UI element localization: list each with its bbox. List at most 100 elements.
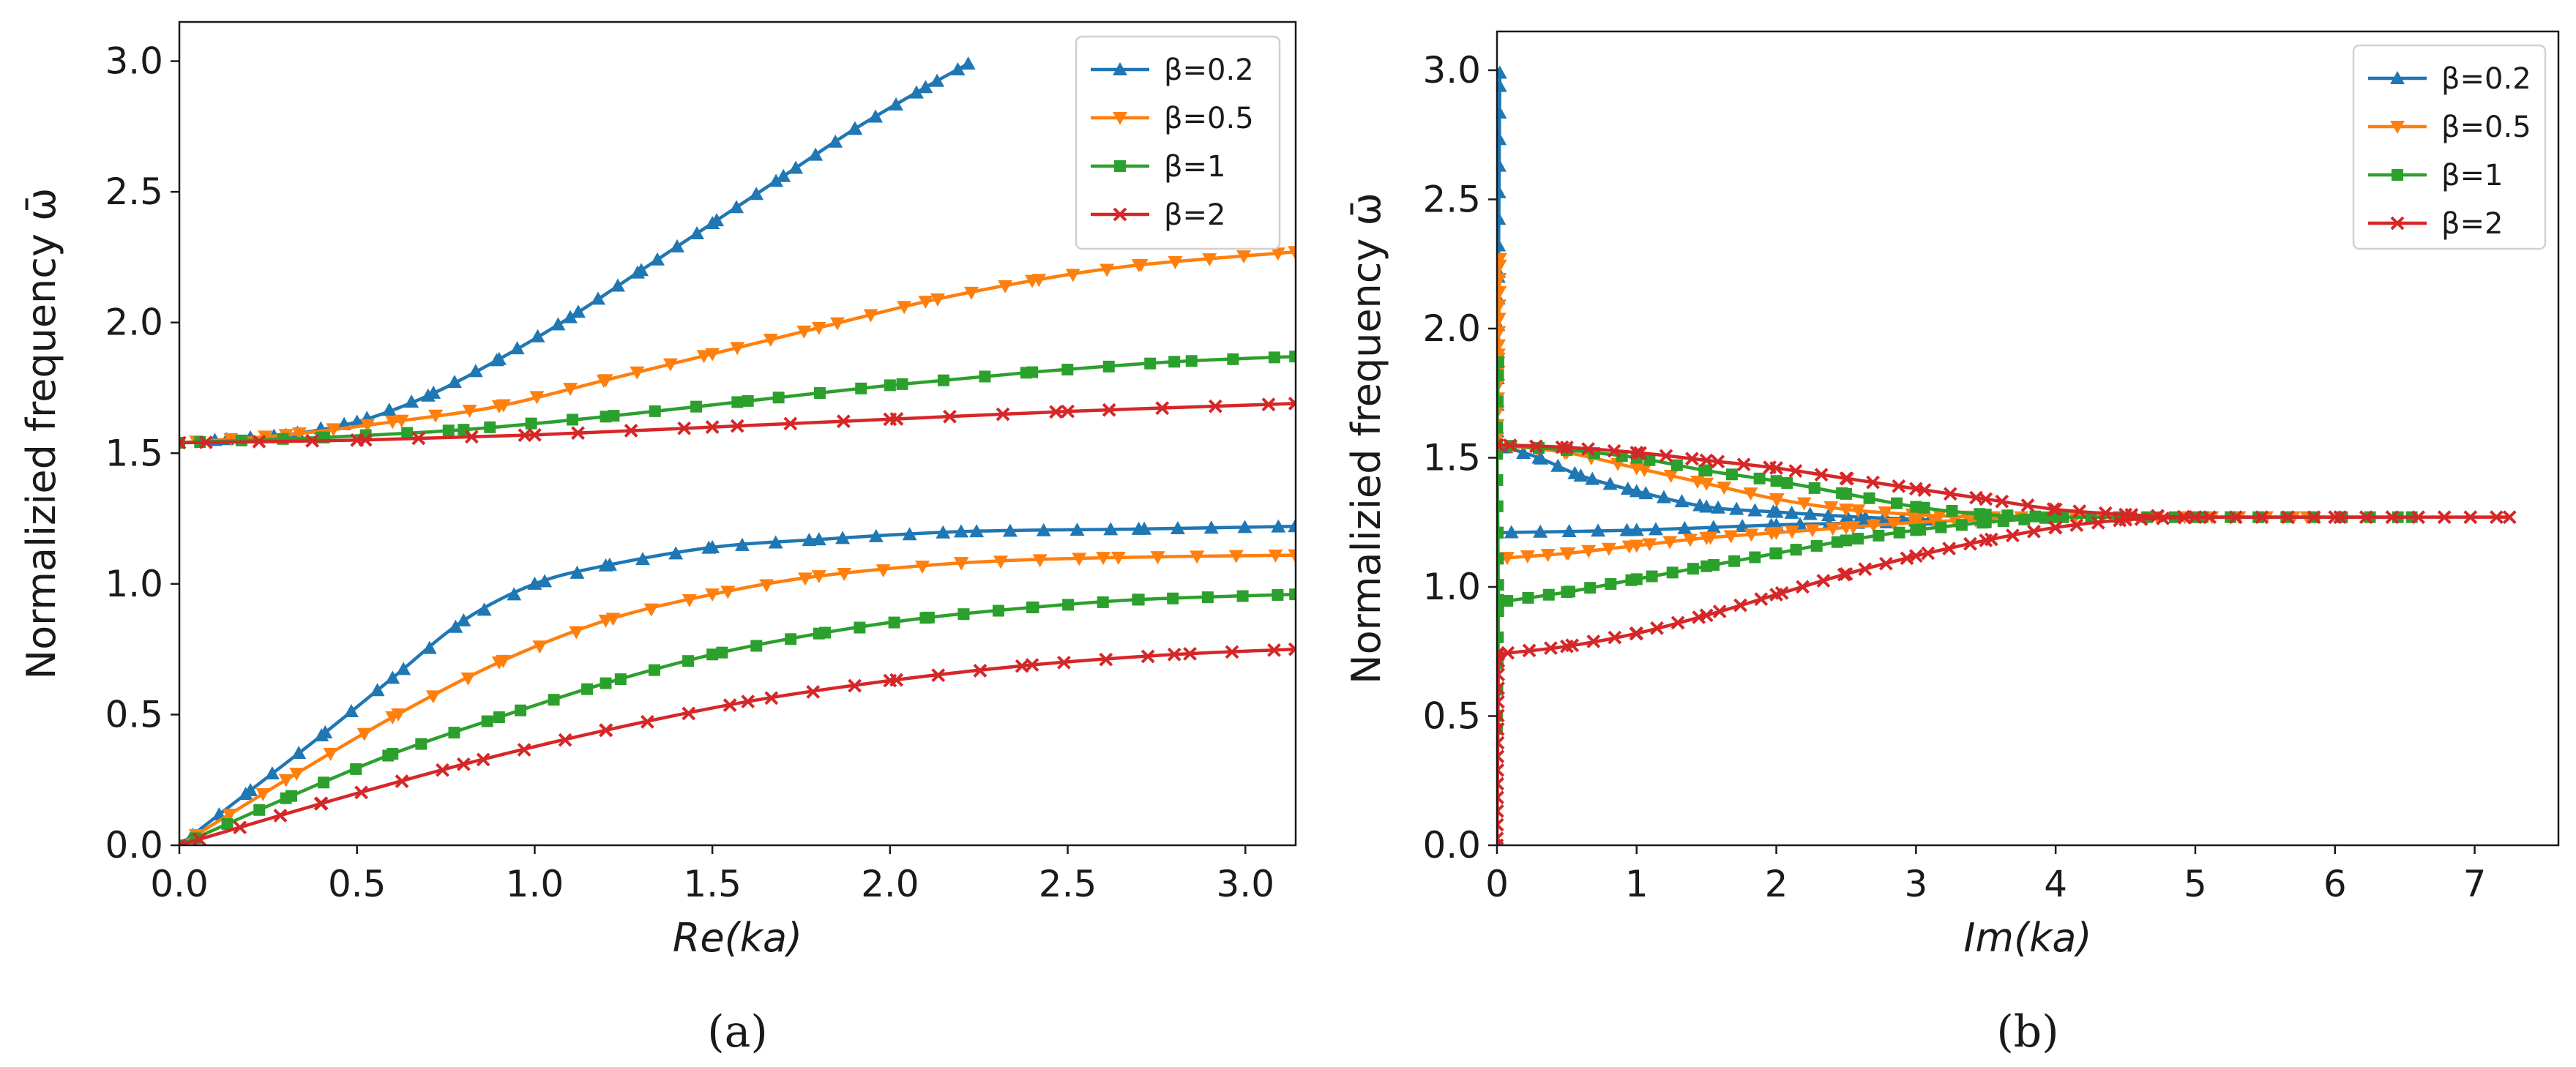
data-point-interp (730, 342, 745, 356)
data-point-interp (1677, 520, 1692, 534)
data-point-interp (1137, 521, 1152, 535)
data-point-interp (1648, 522, 1663, 536)
data-point-interp (1268, 549, 1283, 563)
data-point-interp (608, 410, 620, 422)
data-point-interp (1955, 519, 1968, 531)
data-point-interp (233, 820, 247, 835)
data-point-interp (1781, 476, 1793, 489)
data-point-interp (1927, 515, 1943, 529)
legend-entry: β=0.5 (1091, 102, 1254, 135)
data-point-interp (537, 574, 553, 588)
data-point-interp (1788, 464, 1803, 478)
data-point-interp (1550, 458, 1566, 472)
data-point-interp (323, 747, 338, 761)
data-point-interp (1810, 539, 1823, 552)
data-point-interp (1497, 526, 1504, 539)
data-point-interp (848, 121, 863, 135)
data-point-interp (489, 353, 504, 367)
data-point-interp (569, 626, 584, 640)
data-point-interp (1878, 556, 1893, 571)
data-point-interp (305, 433, 319, 448)
data-point (953, 524, 968, 538)
data-point-interp (2156, 511, 2170, 525)
data-point-interp (802, 533, 817, 547)
data-point-interp (1642, 538, 1657, 552)
y-axis-label: Normalizied frequency ω̄ (18, 188, 64, 680)
data-point-interp (1629, 626, 1643, 641)
data-point-interp (668, 546, 684, 560)
data-point-interp (590, 291, 605, 305)
data-point-interp (1497, 78, 1507, 92)
data-point-interp (1581, 442, 1595, 456)
data-point-interp (1659, 449, 1673, 463)
data-point-interp (1790, 544, 1802, 556)
data-point-interp (1749, 551, 1761, 564)
chart-panel-a: 0.0 0.5 1.0 1.5 2.0 2.5 3.0 0.0 0.5 1.0 1.5 2.0 2.5 3… (18, 20, 1297, 1057)
data-point-interp (682, 594, 697, 607)
data-point-interp (1650, 621, 1664, 635)
data-point-interp (509, 341, 525, 355)
legend-label: β=1 (2441, 159, 2504, 192)
data-point-interp (1851, 504, 1866, 518)
data-point-interp (1497, 326, 1507, 340)
legend-entry: β=2 (1091, 198, 1226, 232)
data-point-interp (1497, 681, 1505, 695)
legend-box (2352, 44, 2547, 250)
data-point (600, 677, 612, 689)
legend-marker (1114, 160, 1126, 172)
data-point-interp (1236, 590, 1249, 602)
data-point-interp (396, 662, 411, 675)
data-point-interp (1725, 468, 1738, 481)
y-tick-label: 3.0 (1422, 49, 1481, 91)
data-point-interp (1497, 553, 1504, 565)
data-point-interp (1072, 553, 1087, 566)
y-tick-label: 0.5 (1422, 695, 1481, 737)
axes-frame (178, 20, 1297, 847)
data-point-interp (570, 565, 585, 579)
data-point-interp (255, 787, 271, 801)
data-point-interp (992, 604, 1004, 617)
data-point-interp (1616, 450, 1628, 463)
data-point-interp (1840, 509, 1855, 523)
data-point-interp (273, 808, 288, 823)
legend-marker (1113, 62, 1127, 75)
data-point-interp (1711, 500, 1726, 514)
data-point-interp (2463, 510, 2478, 525)
data-point-interp (1167, 592, 1179, 604)
data-point-interp (868, 109, 884, 123)
data-point-interp (835, 531, 851, 544)
data-point-interp (797, 572, 813, 586)
data-point-interp (1271, 519, 1286, 533)
data-point-interp (1099, 652, 1113, 667)
data-point-interp (759, 579, 774, 593)
data-point-interp (1858, 562, 1873, 577)
data-point-interp (1497, 473, 1504, 486)
data-point-interp (1102, 403, 1116, 417)
data-point-interp (381, 403, 397, 416)
legend-box (1075, 35, 1281, 250)
data-point-interp (848, 678, 862, 693)
data-point-interp (1723, 530, 1739, 544)
data-point-interp (1555, 440, 1569, 454)
data-point-interp (515, 704, 527, 716)
data-point-interp (558, 733, 572, 747)
legend-entry: β=1 (2368, 159, 2504, 192)
data-point-interp (221, 818, 234, 831)
data-point-interp (1581, 544, 1597, 558)
data-point-interp (238, 786, 253, 800)
legend-marker (1113, 112, 1127, 125)
data-point-interp (649, 405, 661, 417)
y-tick-label: 1.0 (1422, 566, 1481, 608)
data-point-interp (447, 375, 462, 389)
data-point-interp (1943, 487, 1957, 501)
data-point-interp (1002, 523, 1018, 537)
data-point-interp (1769, 547, 1782, 560)
data-point-interp (1729, 501, 1744, 515)
data-point-interp (1497, 238, 1507, 252)
data-point (1288, 519, 1296, 533)
data-point-interp (395, 774, 409, 788)
x-tick-label: 1.5 (683, 863, 742, 905)
data-point-interp (253, 804, 266, 816)
data-point (1629, 446, 1644, 460)
data-point-interp (1061, 364, 1074, 376)
